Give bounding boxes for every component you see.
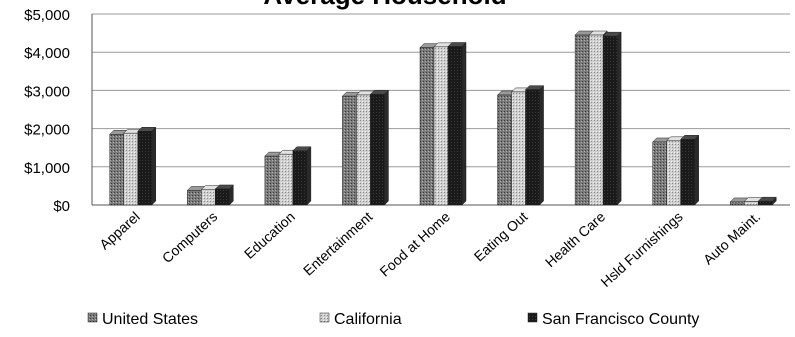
legend-item: United States [87, 311, 198, 328]
bar [137, 126, 157, 206]
x-tick-label: Eating Out [471, 208, 531, 264]
bar [524, 85, 545, 206]
bars [109, 30, 777, 206]
bar [369, 89, 390, 206]
x-tick-label: Education [241, 208, 298, 262]
legend-item: California [319, 311, 402, 328]
x-tick-label: Computers [159, 208, 221, 266]
x-tick-label: Food at Home [376, 208, 453, 279]
legend-swatch [527, 312, 538, 323]
y-tick-label: $5,000 [24, 7, 70, 24]
legend-label: San Francisco County [542, 311, 699, 328]
bar [214, 184, 234, 206]
x-tick-label: Apparel [96, 208, 143, 252]
x-tick-label: Health Care [542, 208, 608, 270]
y-tick-label: $2,000 [24, 122, 70, 139]
y-tick-label: $4,000 [24, 45, 70, 62]
legend-label: California [334, 311, 402, 328]
legend-item: San Francisco County [527, 311, 699, 328]
x-axis-tick-labels: Apparel Computers Education Entertainment Fo… [96, 208, 763, 290]
bar [292, 146, 312, 206]
x-tick-label: Auto Maint. [700, 208, 763, 267]
y-tick-label: $1,000 [24, 160, 70, 177]
bar [602, 31, 622, 206]
legend-swatch [319, 312, 330, 323]
x-tick-label: Entertainment [300, 208, 376, 278]
y-axis-tick-labels: $5,000 $4,000 $3,000 $2,000 $1,000 $0 [24, 7, 70, 215]
bar [680, 134, 700, 206]
x-tick-label: Hsld Furnishings [597, 208, 685, 290]
y-tick-label: $3,000 [24, 83, 70, 100]
chart-title: Average Household [263, 0, 506, 10]
bar [447, 41, 467, 206]
legend-label: United States [102, 311, 198, 328]
legend: United States California San Francisco Cou… [87, 311, 699, 328]
y-tick-label: $0 [53, 198, 70, 215]
bar [757, 196, 777, 206]
legend-swatch [87, 312, 98, 323]
